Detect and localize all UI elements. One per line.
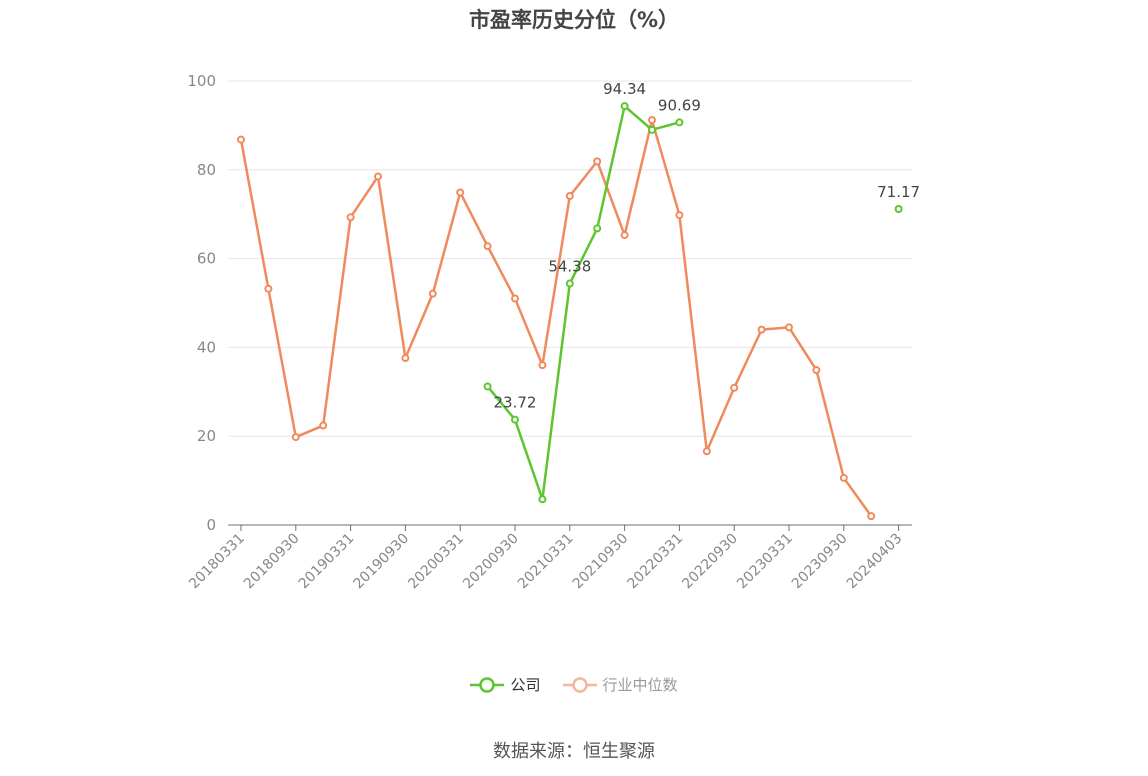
data-point-1-11[interactable] <box>538 361 547 370</box>
grid-lines <box>228 80 912 437</box>
data-point-1-15[interactable] <box>648 116 656 125</box>
data-point-1-13[interactable] <box>593 157 602 166</box>
data-point-1-3[interactable] <box>319 421 328 430</box>
x-tick-label: 20210331 <box>515 531 577 593</box>
data-point-1-1[interactable] <box>264 284 273 293</box>
data-label: 71.17 <box>877 183 920 201</box>
legend-company-icon <box>470 676 505 693</box>
data-point-1-20[interactable] <box>785 323 793 332</box>
x-tick-label: 20180331 <box>186 531 248 593</box>
data-labels: 23.72 54.38 94.34 90.69 71.17 <box>494 80 921 412</box>
series-line-1-0 <box>239 118 873 517</box>
data-label: 94.34 <box>603 80 646 98</box>
series-points <box>237 102 903 521</box>
legend-item-company[interactable]: 公司 <box>470 674 541 695</box>
data-label: 54.38 <box>548 258 591 276</box>
data-point-1-8[interactable] <box>456 188 465 197</box>
data-point-1-5[interactable] <box>374 172 382 181</box>
x-tick-label: 20220930 <box>679 531 741 593</box>
chart-title: 市盈率历史分位（%） <box>468 8 680 32</box>
x-tick-label: 20210930 <box>570 531 632 593</box>
legend-item-industry[interactable]: 行业中位数 <box>562 674 678 695</box>
y-tick-label: 100 <box>187 72 216 90</box>
data-point-1-18[interactable] <box>730 383 739 392</box>
x-tick-label: 20190331 <box>296 531 358 593</box>
data-point-1-2[interactable] <box>291 433 300 442</box>
x-tick-label: 20220331 <box>625 531 687 593</box>
data-label: 23.72 <box>494 394 537 412</box>
data-point-1-7[interactable] <box>428 289 437 298</box>
data-point-0-10[interactable] <box>511 415 519 424</box>
data-point-1-17[interactable] <box>702 447 711 456</box>
y-tick-label: 0 <box>206 516 216 534</box>
x-tick-label: 20190930 <box>351 531 413 593</box>
line-chart: 0 20 40 60 80 100 2018033120180930201903312019… <box>186 72 921 592</box>
data-point-0-12[interactable] <box>565 279 574 288</box>
y-tick-label: 40 <box>197 338 216 356</box>
legend-industry-label: 行业中位数 <box>602 676 678 694</box>
data-point-1-21[interactable] <box>812 366 821 375</box>
axes: 0 20 40 60 80 100 2018033120180930201903312019… <box>186 72 912 592</box>
x-tick-label: 20180930 <box>241 531 303 593</box>
y-tick-label: 20 <box>197 427 216 445</box>
data-point-1-0[interactable] <box>237 135 245 144</box>
x-tick-label: 20200930 <box>460 531 522 593</box>
x-tick-label: 20230331 <box>734 531 796 593</box>
data-point-1-23[interactable] <box>867 512 876 521</box>
y-tick-label: 60 <box>197 250 216 268</box>
data-point-1-4[interactable] <box>346 213 355 222</box>
data-source: 数据来源：恒生聚源 <box>493 741 655 762</box>
legend-company-label: 公司 <box>510 676 541 694</box>
series-lines <box>239 104 873 517</box>
data-point-1-22[interactable] <box>839 473 848 482</box>
data-point-0-16[interactable] <box>675 118 684 127</box>
data-point-1-14[interactable] <box>620 231 629 240</box>
y-tick-label: 80 <box>197 161 216 179</box>
legend: 公司 行业中位数 <box>0 674 1148 695</box>
series-line-0-0 <box>486 104 680 501</box>
data-point-1-12[interactable] <box>565 191 574 200</box>
data-point-0-15[interactable] <box>648 125 656 134</box>
data-point-1-6[interactable] <box>401 354 410 363</box>
x-tick-label: 20200331 <box>405 531 467 593</box>
data-point-0-13[interactable] <box>593 224 602 233</box>
data-point-1-9[interactable] <box>483 242 492 251</box>
legend-industry-icon <box>562 676 597 693</box>
data-point-0-24[interactable] <box>894 205 903 214</box>
x-tick-label: 20240403 <box>844 531 906 593</box>
data-label: 90.69 <box>658 96 701 114</box>
x-tick-label: 20230930 <box>789 531 851 593</box>
data-point-0-11[interactable] <box>538 495 547 504</box>
data-point-0-14[interactable] <box>620 102 629 111</box>
data-point-1-10[interactable] <box>511 294 519 303</box>
data-point-0-9[interactable] <box>483 382 492 391</box>
data-point-1-16[interactable] <box>675 211 684 220</box>
data-point-1-19[interactable] <box>757 325 766 334</box>
